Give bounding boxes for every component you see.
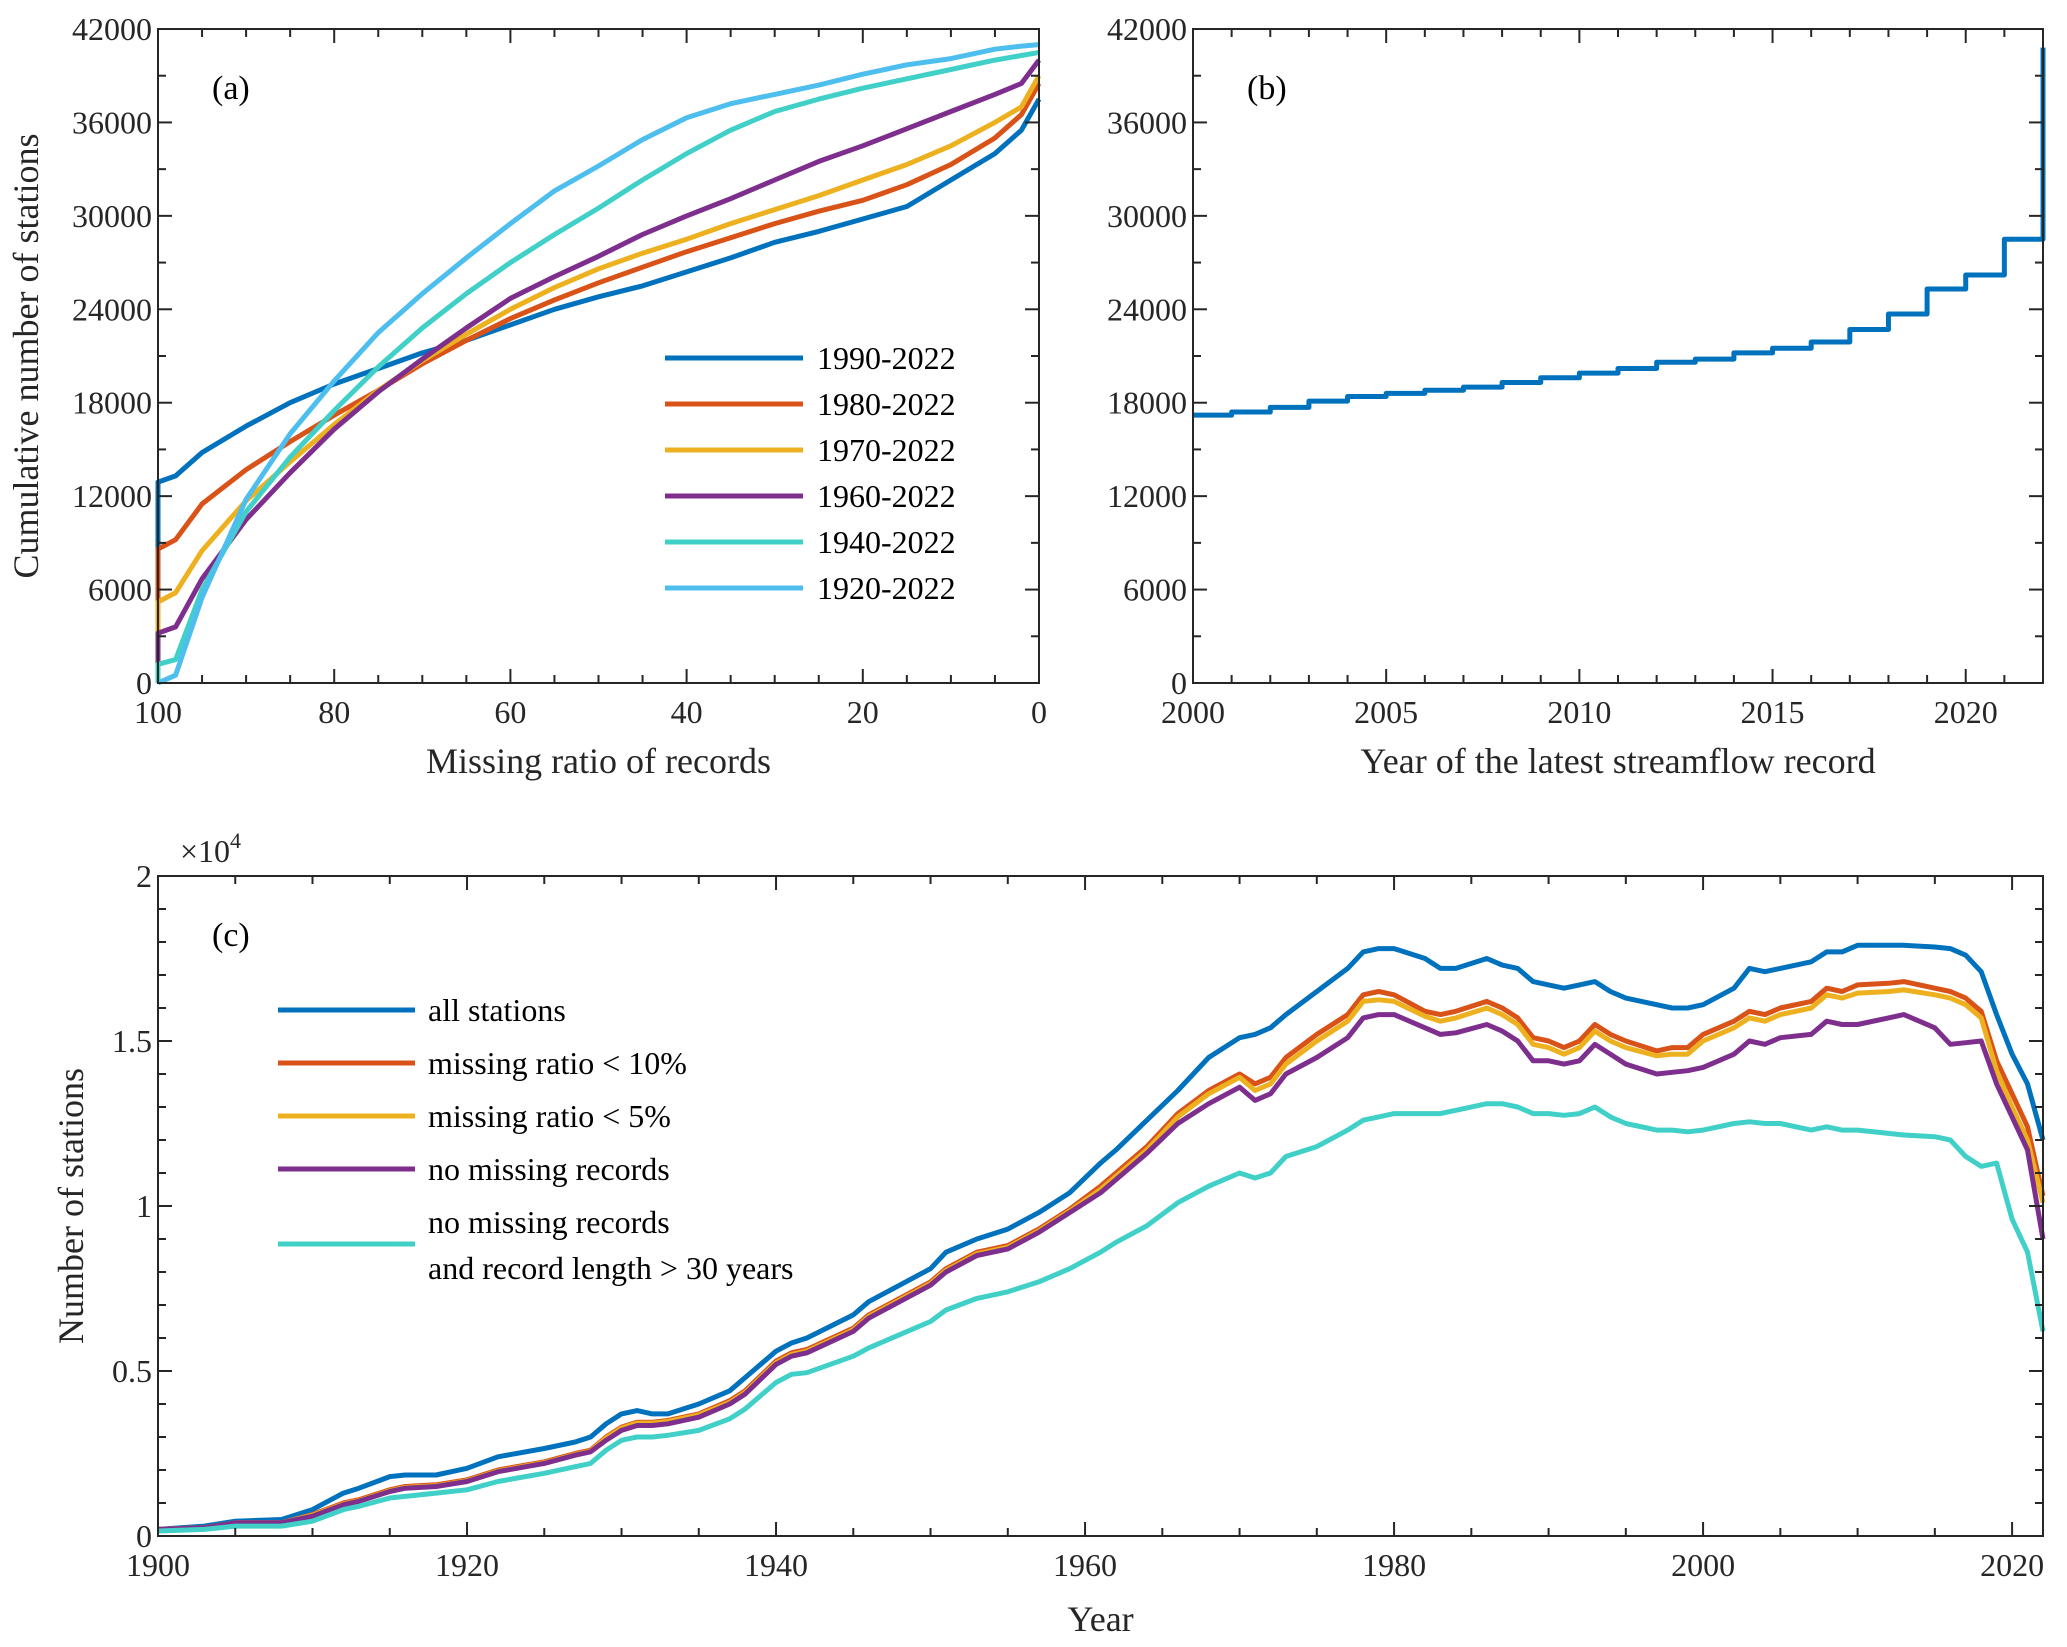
- y-tick-label: 0: [136, 1518, 152, 1554]
- multiplier-base: ×10: [180, 833, 230, 869]
- panel-c: 1900 1920 1940 1960 1980 2000 2020 0 0.5 1 1.5 2 (c…: [51, 828, 2046, 1639]
- x-tick-label: 1960: [1053, 1547, 1117, 1583]
- legend-label: 1980-2022: [817, 386, 956, 422]
- panel-a: 100 80 60 40 20 0 0 6000 12000 18000 24000 30000 360…: [6, 11, 1047, 781]
- legend-label: missing ratio < 5%: [428, 1098, 671, 1134]
- x-tick-label: 40: [671, 694, 703, 730]
- y-tick-label: 30000: [1107, 198, 1187, 234]
- y-tick-label: 24000: [1107, 291, 1187, 327]
- series-line-no-missing-records: [157, 1101, 2046, 1534]
- panel-c-y-multiplier: ×104: [180, 828, 241, 869]
- panel-c-label: (c): [212, 917, 250, 954]
- y-tick-label: 36000: [72, 104, 152, 140]
- x-tick-label: 1920: [435, 1547, 499, 1583]
- y-tick-label: 0.5: [112, 1353, 152, 1389]
- legend-label: and record length > 30 years: [428, 1250, 793, 1286]
- panel-a-plot-lines: [155, 42, 1042, 686]
- y-tick-label: 18000: [1107, 385, 1187, 421]
- legend-label: all stations: [428, 992, 566, 1028]
- y-tick-label: 0: [1171, 665, 1187, 701]
- x-tick-label: 2015: [1741, 694, 1805, 730]
- legend-label: 1990-2022: [817, 340, 956, 376]
- panel-c-ylabel: Number of stations: [51, 1068, 91, 1344]
- x-tick-label: 2010: [1547, 694, 1611, 730]
- x-tick-label: 2000: [1161, 694, 1225, 730]
- series-line-no-missing-records: [157, 1012, 2046, 1532]
- panel-c-legend: all stations missing ratio < 10% missing r…: [278, 992, 793, 1286]
- panel-a-ticks: 100 80 60 40 20 0 0 6000 12000 18000 24000 30000 360…: [72, 11, 1047, 730]
- y-tick-label: 1: [136, 1188, 152, 1224]
- panel-a-label: (a): [212, 70, 250, 107]
- legend-label: 1960-2022: [817, 478, 956, 514]
- multiplier-exponent: 4: [230, 828, 241, 853]
- series-line-1990-2022: [155, 97, 1042, 683]
- y-tick-label: 6000: [88, 572, 152, 608]
- y-tick-label: 2: [136, 858, 152, 894]
- y-tick-label: 30000: [72, 198, 152, 234]
- legend-label: missing ratio < 10%: [428, 1045, 687, 1081]
- y-tick-label: 12000: [1107, 478, 1187, 514]
- panel-a-xlabel: Missing ratio of records: [426, 741, 771, 781]
- legend-label: 1970-2022: [817, 432, 956, 468]
- x-tick-label: 2020: [1934, 694, 1998, 730]
- panel-c-xlabel: Year: [1067, 1599, 1133, 1639]
- x-tick-label: 1900: [126, 1547, 190, 1583]
- series-line-1970-2022: [155, 74, 1042, 683]
- y-tick-label: 42000: [72, 11, 152, 47]
- y-tick-label: 0: [136, 665, 152, 701]
- panel-b: 2000 2005 2010 2015 2020 0 6000 12000 18000 24000…: [1107, 11, 2046, 781]
- x-tick-label: 60: [494, 694, 526, 730]
- y-tick-label: 6000: [1123, 572, 1187, 608]
- panel-b-axes-frame: [1192, 28, 2044, 684]
- legend-label: 1920-2022: [817, 570, 956, 606]
- panel-c-ticks: 1900 1920 1940 1960 1980 2000 2020 0 0.5 1 1.5 2: [112, 858, 2044, 1583]
- x-tick-label: 2005: [1354, 694, 1418, 730]
- x-tick-label: 2000: [1671, 1547, 1735, 1583]
- y-tick-label: 18000: [72, 385, 152, 421]
- x-tick-label: 1940: [744, 1547, 808, 1583]
- panel-a-ylabel: Cumulative number of stations: [6, 134, 46, 579]
- panel-a-legend: 1990-2022 1980-2022 1970-2022 1960-2022 1940…: [665, 340, 956, 606]
- y-tick-label: 24000: [72, 291, 152, 327]
- y-tick-label: 12000: [72, 478, 152, 514]
- y-tick-label: 36000: [1107, 104, 1187, 140]
- series-line-cumulative-stations: [1193, 47, 2046, 418]
- y-tick-label: 1.5: [112, 1023, 152, 1059]
- x-tick-label: 100: [134, 694, 182, 730]
- panel-c-plot-lines: [157, 942, 2046, 1534]
- series-line-1980-2022: [155, 82, 1042, 683]
- x-tick-label: 20: [847, 694, 879, 730]
- panel-b-xlabel: Year of the latest streamflow record: [1360, 741, 1875, 781]
- x-tick-label: 2020: [1980, 1547, 2044, 1583]
- series-line-1920-2022: [156, 42, 1040, 686]
- panel-b-label: (b): [1247, 70, 1287, 107]
- series-line-1940-2022: [155, 49, 1040, 683]
- panel-b-ticks: 2000 2005 2010 2015 2020 0 6000 12000 18000 24000…: [1107, 11, 2044, 730]
- x-tick-label: 0: [1031, 694, 1047, 730]
- legend-label: 1940-2022: [817, 524, 956, 560]
- series-line-all-stations: [157, 942, 2046, 1532]
- x-tick-label: 1980: [1362, 1547, 1426, 1583]
- legend-label: no missing records: [428, 1151, 670, 1187]
- y-tick-label: 42000: [1107, 11, 1187, 47]
- legend-label: no missing records: [428, 1204, 670, 1240]
- x-tick-label: 80: [318, 694, 350, 730]
- panel-b-plot-lines: [1193, 47, 2046, 418]
